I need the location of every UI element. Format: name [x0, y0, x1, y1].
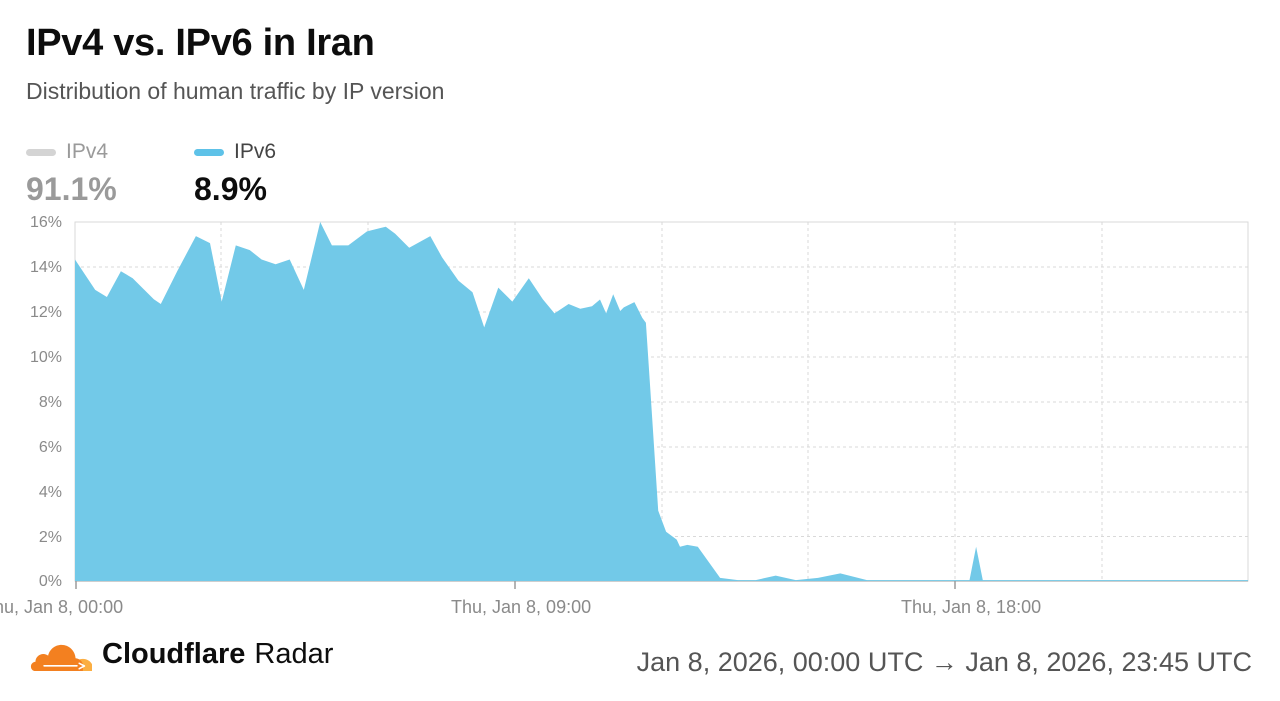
svg-text:Thu, Jan 8, 18:00: Thu, Jan 8, 18:00: [901, 597, 1041, 617]
svg-text:0%: 0%: [39, 573, 62, 590]
svg-text:2%: 2%: [39, 529, 62, 546]
svg-text:Thu, Jan 8, 09:00: Thu, Jan 8, 09:00: [451, 597, 591, 617]
svg-text:Thu, Jan 8, 00:00: Thu, Jan 8, 00:00: [0, 597, 123, 617]
svg-text:4%: 4%: [39, 484, 62, 501]
svg-text:6%: 6%: [39, 439, 62, 456]
svg-text:10%: 10%: [30, 349, 62, 366]
svg-text:16%: 16%: [30, 214, 62, 231]
svg-text:8%: 8%: [39, 394, 62, 411]
svg-text:12%: 12%: [30, 304, 62, 321]
svg-text:14%: 14%: [30, 259, 62, 276]
